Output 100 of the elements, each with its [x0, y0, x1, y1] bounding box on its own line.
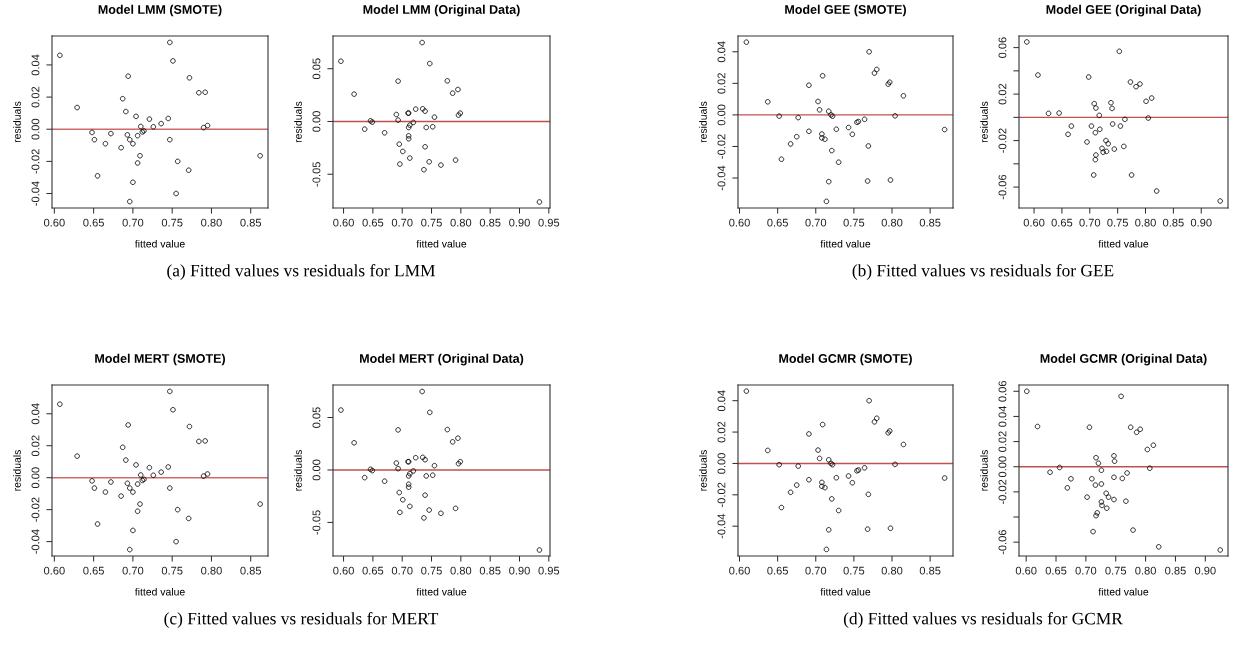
x-tick-label: 0.60: [333, 218, 354, 227]
y-tick-label: 0.02: [31, 86, 40, 108]
x-tick-label: 0.90: [509, 218, 530, 227]
y-tick-label: 0.02: [998, 431, 1007, 452]
chart-title: Model GEE (Original Data): [1046, 4, 1201, 17]
y-tick-label: -0.05: [312, 162, 321, 187]
x-tick-label: 0.65: [767, 566, 788, 575]
x-tick-label: 0.95: [538, 218, 560, 227]
y-tick-label: 0.05: [312, 407, 321, 428]
y-tick-label: -0.02: [717, 134, 726, 159]
y-tick-label: -0.05: [312, 510, 321, 535]
y-tick-label: 0.04: [717, 390, 726, 412]
y-tick-label: 0.00: [312, 459, 321, 481]
x-tick-label: 0.70: [122, 218, 144, 227]
x-tick-label: 0.85: [479, 566, 501, 575]
x-axis-title: fitted value: [416, 587, 467, 596]
x-tick-label: 0.60: [1015, 566, 1037, 575]
x-axis-title: fitted value: [1098, 239, 1149, 248]
chart-title: Model MERT (Original Data): [360, 353, 524, 366]
y-tick-label: 0.04: [31, 54, 40, 76]
x-tick-label: 0.90: [509, 566, 530, 575]
y-tick-label: -0.02: [998, 128, 1007, 153]
x-tick-label: 0.85: [1165, 566, 1186, 575]
x-tick-label: 0.80: [881, 566, 903, 575]
x-tick-label: 0.75: [1105, 566, 1127, 575]
y-axis-title: residuals: [699, 450, 707, 491]
x-axis-title: fitted value: [820, 239, 871, 248]
y-tick-label: 0.02: [717, 421, 726, 443]
y-tick-label: -0.02: [998, 479, 1007, 505]
x-tick-label: 0.85: [240, 218, 262, 227]
x-tick-label: 0.65: [83, 566, 104, 575]
chart-title: Model GCMR (Original Data): [1040, 353, 1207, 366]
y-axis-title: residuals: [294, 450, 302, 491]
x-tick-label: 0.80: [1135, 218, 1156, 227]
y-tick-label: -0.04: [717, 165, 726, 191]
x-tick-label: 0.60: [729, 218, 750, 227]
y-tick-label: 0.04: [717, 41, 726, 63]
x-tick-label: 0.60: [1023, 218, 1045, 227]
x-tick-label: 0.60: [43, 566, 65, 575]
text: (a) Fitted values vs residuals for LMM: [167, 264, 436, 280]
x-tick-label: 0.70: [122, 566, 144, 575]
x-tick-label: 0.90: [1194, 566, 1216, 575]
x-tick-label: 0.65: [1045, 566, 1067, 575]
x-tick-label: 0.75: [161, 218, 183, 227]
x-axis-title: fitted value: [416, 239, 467, 248]
x-tick-label: 0.80: [450, 566, 472, 575]
chart-title: Model GCMR (SMOTE): [779, 353, 912, 366]
x-tick-label: 0.80: [881, 218, 903, 227]
x-tick-label: 0.85: [1163, 218, 1184, 227]
x-tick-label: 0.70: [805, 566, 827, 575]
y-tick-label: 0.00: [998, 456, 1007, 478]
y-tick-label: -0.04: [717, 513, 726, 539]
x-tick-label: 0.80: [201, 218, 222, 227]
y-tick-label: -0.02: [31, 149, 40, 174]
x-tick-label: 0.80: [1135, 566, 1156, 575]
y-tick-label: 0.00: [31, 118, 40, 140]
x-tick-label: 0.90: [1190, 218, 1212, 227]
y-tick-label: -0.06: [998, 174, 1007, 200]
text: (d) Fitted values vs residuals for GCMR: [843, 612, 1123, 628]
chart-title: Model LMM (Original Data): [363, 4, 520, 17]
y-tick-label: -0.02: [717, 482, 726, 507]
x-tick-label: 0.85: [479, 218, 501, 227]
x-tick-label: 0.95: [538, 566, 560, 575]
y-tick-label: 0.02: [998, 83, 1007, 105]
chart-title: Model MERT (SMOTE): [95, 353, 225, 366]
x-tick-label: 0.65: [83, 218, 104, 227]
x-tick-label: 0.80: [201, 566, 222, 575]
y-axis-title: residuals: [294, 101, 302, 143]
x-tick-label: 0.80: [450, 218, 472, 227]
y-tick-label: 0.04: [998, 405, 1007, 427]
y-axis-title: residuals: [980, 450, 988, 491]
text: (b) Fitted values vs residuals for GEE: [852, 264, 1114, 280]
y-tick-label: 0.04: [31, 403, 40, 425]
x-tick-label: 0.85: [919, 566, 941, 575]
x-tick-label: 0.70: [391, 218, 413, 227]
x-tick-label: 0.60: [729, 566, 750, 575]
y-tick-label: -0.04: [31, 181, 40, 206]
x-tick-label: 0.65: [362, 218, 384, 227]
y-tick-label: 0.00: [312, 111, 321, 132]
y-tick-label: 0.05: [312, 58, 321, 80]
x-axis-title: fitted value: [134, 587, 185, 596]
x-tick-label: 0.75: [1107, 218, 1128, 227]
y-tick-label: 0.06: [998, 37, 1007, 58]
y-tick-label: 0.02: [717, 73, 726, 94]
x-tick-label: 0.75: [421, 566, 442, 575]
y-tick-label: 0.06: [998, 380, 1007, 402]
x-axis-title: fitted value: [820, 587, 871, 596]
chart-title: Model LMM (SMOTE): [98, 4, 222, 17]
y-tick-label: -0.06: [998, 529, 1007, 555]
x-tick-label: 0.60: [333, 566, 354, 575]
x-tick-label: 0.85: [919, 218, 941, 227]
x-tick-label: 0.65: [767, 218, 788, 227]
y-axis-title: residuals: [699, 101, 707, 143]
text: (c) Fitted values vs residuals for MERT: [164, 612, 439, 628]
x-axis-title: fitted value: [134, 239, 185, 248]
y-tick-label: 0.02: [31, 435, 40, 457]
y-tick-label: 0.00: [31, 467, 40, 489]
x-tick-label: 0.75: [843, 566, 865, 575]
y-tick-label: 0.00: [717, 453, 726, 474]
x-axis-title: fitted value: [1098, 587, 1149, 596]
